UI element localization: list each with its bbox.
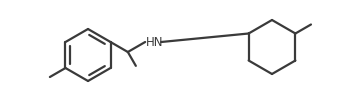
- Text: HN: HN: [146, 36, 164, 49]
